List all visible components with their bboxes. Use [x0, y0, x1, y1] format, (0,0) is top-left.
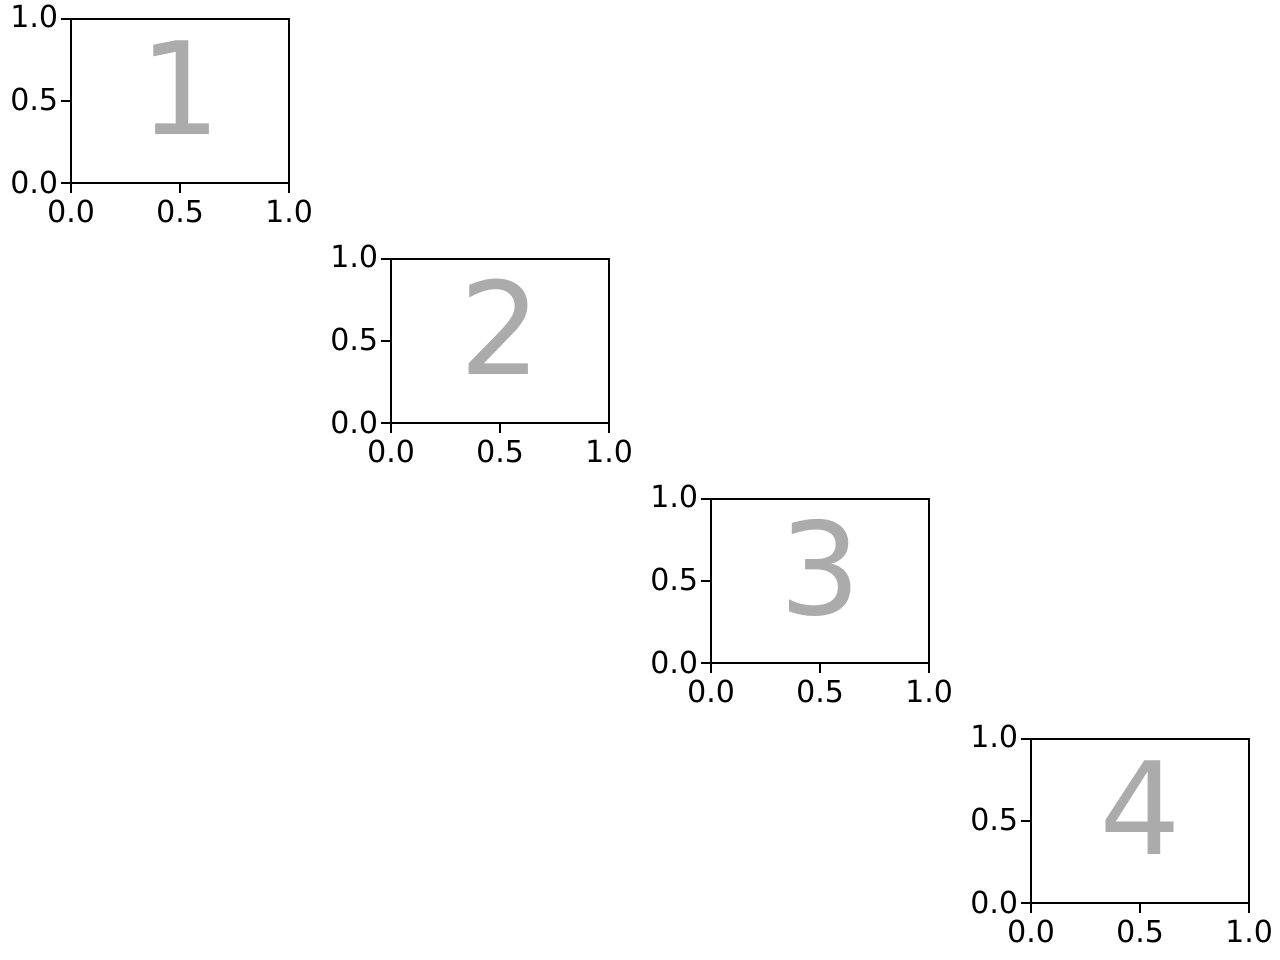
y-tick-label: 0.0	[650, 646, 698, 681]
subplot-3: 1.0 0.5 0.0 3 0.0 0.5 1.0	[650, 480, 953, 709]
axes-annotation: 1	[139, 16, 221, 165]
y-tick-label: 1.0	[10, 0, 58, 35]
x-tick-label: 1.0	[585, 435, 633, 470]
x-tick-label: 1.0	[1225, 915, 1273, 950]
x-tick	[608, 424, 610, 433]
subplot-2: 1.0 0.5 0.0 2 0.0 0.5 1.0	[330, 240, 633, 469]
x-tick-label: 0.0	[687, 675, 735, 710]
y-tick	[381, 422, 390, 424]
y-tick	[701, 580, 710, 582]
subplot-1: 1.0 0.5 0.0 1 0.0 0.5 1.0	[10, 0, 313, 229]
y-tick-label: 0.5	[650, 563, 698, 598]
x-tick-label: 0.5	[476, 435, 524, 470]
x-tick	[499, 424, 501, 433]
x-tick	[1030, 904, 1032, 913]
y-tick	[61, 182, 70, 184]
x-tick-label: 0.5	[156, 195, 204, 230]
y-tick-label: 0.0	[970, 886, 1018, 921]
subplot-4: 1.0 0.5 0.0 4 0.0 0.5 1.0	[970, 720, 1273, 949]
x-tick-label: 1.0	[265, 195, 313, 230]
y-tick	[1021, 902, 1030, 904]
y-tick-label: 0.5	[10, 83, 58, 118]
y-tick	[701, 498, 710, 500]
axes-box	[390, 258, 610, 424]
y-tick	[61, 18, 70, 20]
y-tick	[1021, 820, 1030, 822]
y-tick-label: 1.0	[330, 240, 378, 275]
y-tick-label: 0.0	[330, 406, 378, 441]
x-tick	[1139, 904, 1141, 913]
y-tick-label: 1.0	[650, 480, 698, 515]
y-tick	[61, 100, 70, 102]
x-tick-label: 1.0	[905, 675, 953, 710]
x-tick-label: 0.5	[1116, 915, 1164, 950]
axes-box	[70, 18, 290, 184]
axes-box	[710, 498, 930, 664]
x-tick	[819, 664, 821, 673]
x-tick-label: 0.0	[367, 435, 415, 470]
y-tick	[701, 662, 710, 664]
x-tick	[179, 184, 181, 193]
axes-annotation: 2	[459, 256, 541, 405]
y-tick	[1021, 738, 1030, 740]
x-tick-label: 0.0	[47, 195, 95, 230]
x-tick	[710, 664, 712, 673]
y-tick-label: 0.5	[970, 803, 1018, 838]
x-tick-label: 0.5	[796, 675, 844, 710]
axes-box	[1030, 738, 1250, 904]
y-tick-label: 0.5	[330, 323, 378, 358]
y-tick-label: 1.0	[970, 720, 1018, 755]
x-tick	[390, 424, 392, 433]
axes-annotation: 3	[779, 496, 861, 645]
x-tick	[1248, 904, 1250, 913]
y-tick	[381, 340, 390, 342]
x-tick	[70, 184, 72, 193]
x-tick	[928, 664, 930, 673]
x-tick-label: 0.0	[1007, 915, 1055, 950]
x-tick	[288, 184, 290, 193]
y-tick-label: 0.0	[10, 166, 58, 201]
y-tick	[381, 258, 390, 260]
axes-annotation: 4	[1099, 736, 1181, 885]
